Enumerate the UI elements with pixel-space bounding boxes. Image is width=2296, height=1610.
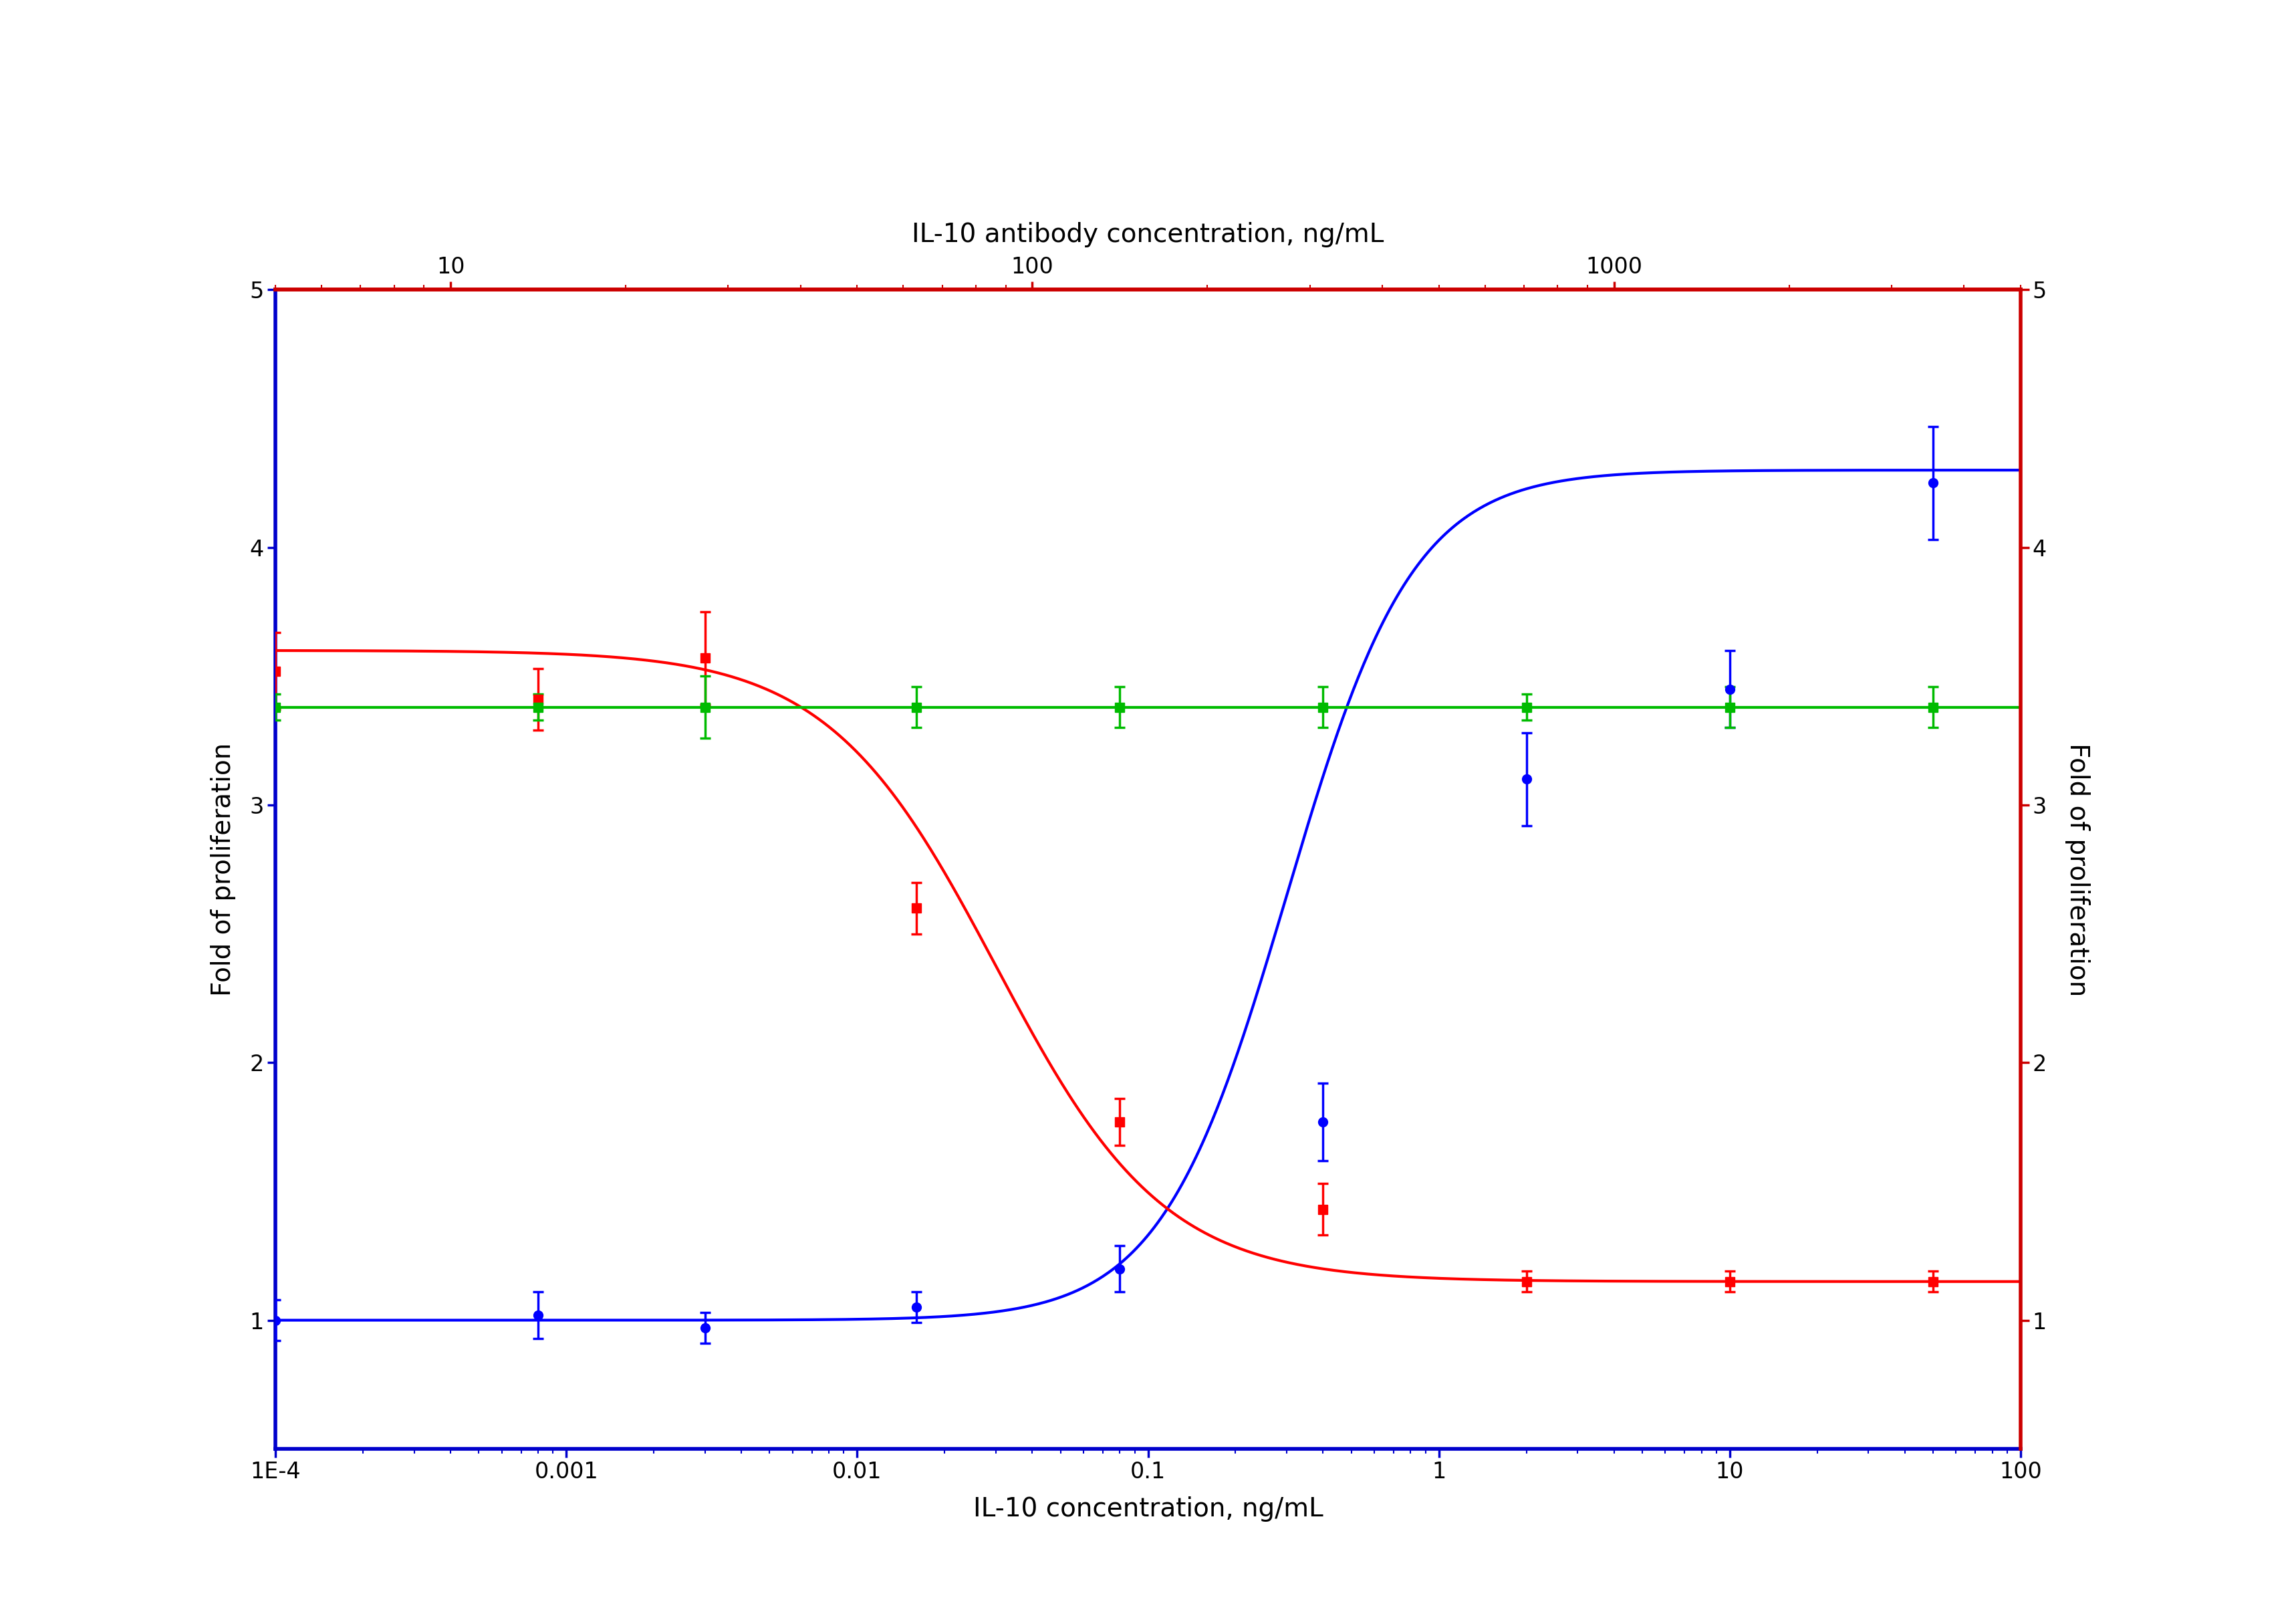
Y-axis label: Fold of proliferation: Fold of proliferation bbox=[211, 742, 236, 997]
X-axis label: IL-10 concentration, ng/mL: IL-10 concentration, ng/mL bbox=[974, 1497, 1322, 1521]
X-axis label: IL-10 antibody concentration, ng/mL: IL-10 antibody concentration, ng/mL bbox=[912, 222, 1384, 248]
Y-axis label: Fold of proliferation: Fold of proliferation bbox=[2064, 742, 2089, 997]
